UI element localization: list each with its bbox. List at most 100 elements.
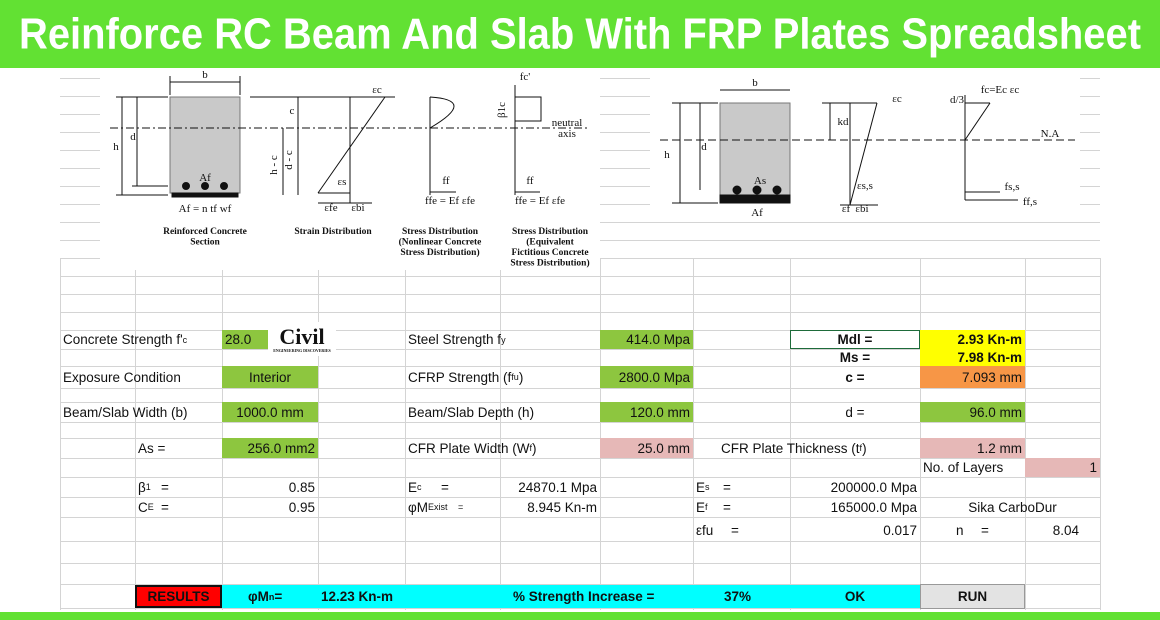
diagram-label: β1c xyxy=(496,102,508,118)
diagram-label: d/3 xyxy=(950,94,965,106)
diagram-label: (Nonlinear Concrete xyxy=(399,237,482,248)
input-cell: Interior xyxy=(222,366,318,388)
label-part: c xyxy=(417,482,422,492)
input-cell: 2800.0 Mpa xyxy=(600,366,693,388)
diagram-label: b xyxy=(752,77,758,89)
cell: n xyxy=(956,522,964,538)
diagram-label: h - c xyxy=(268,155,280,175)
diagram-label: d - c xyxy=(283,150,295,170)
diagram-label: εf xyxy=(842,203,851,215)
input-cell: 256.0 mm2 xyxy=(222,438,318,458)
cell: 165000.0 Mpa xyxy=(830,499,917,515)
diagram-label: d xyxy=(130,131,136,143)
title-banner xyxy=(0,0,1160,68)
output-cell: 7.98 Kn-m xyxy=(920,349,1025,366)
diagram-label: neutral xyxy=(552,117,583,129)
label-part: s xyxy=(705,482,710,492)
diagram-label: fc' xyxy=(520,71,531,83)
cell: d = xyxy=(845,404,865,420)
page-title: Reinforce RC Beam And Slab With FRP Plat… xyxy=(19,10,1141,59)
diagram-label: εc xyxy=(372,84,382,96)
cell: Sika CarboDur xyxy=(968,499,1057,515)
output-cell: 96.0 mm xyxy=(920,402,1025,422)
diagram-label: ffe = Ef εfe xyxy=(425,195,475,207)
cell: 0.017 xyxy=(883,522,917,538)
label-part: ) xyxy=(862,440,867,456)
diagram-label: Af xyxy=(751,207,763,219)
label-part: C xyxy=(138,499,148,515)
cell: φM n = xyxy=(245,585,315,608)
diagram-label: N.A xyxy=(1041,128,1060,140)
diagram-label: Strain Distribution xyxy=(294,227,372,237)
label-part: E xyxy=(408,479,418,495)
diagram-label: Af = n tf wf xyxy=(179,203,232,215)
label-part: E xyxy=(696,499,706,515)
cell: Beam/Slab Depth (h) xyxy=(408,404,535,420)
cell: 37% xyxy=(723,589,752,604)
cell: As = xyxy=(138,440,166,456)
diagram-label: Reinforced Concrete xyxy=(163,227,247,237)
cell: = xyxy=(981,522,989,538)
input-cell: 1000.0 mm xyxy=(222,402,318,422)
label-part: CFR Plate Width (W xyxy=(408,440,530,456)
input-cell: 1 xyxy=(1025,458,1100,477)
cell: CFR Plate Thickness (t f) xyxy=(718,438,920,458)
cell: CFR Plate Width (W f) xyxy=(405,438,600,458)
cell: 0.85 xyxy=(288,479,315,495)
label-part: f xyxy=(529,443,533,453)
label-part: β xyxy=(138,479,146,495)
input-cell: 120.0 mm xyxy=(600,402,693,422)
diagram-right xyxy=(650,78,1080,218)
label-part: fu xyxy=(511,372,519,382)
diagram-label: Stress Distribution xyxy=(512,227,589,237)
diagram-label: b xyxy=(202,69,208,81)
diagram-label: fc=Ec εc xyxy=(981,84,1020,96)
cell: = xyxy=(458,502,464,512)
diagram-label: Section xyxy=(190,238,220,248)
input-cell: 25.0 mm xyxy=(600,438,693,458)
cell: Mdl = xyxy=(790,330,920,349)
input-cell: 1.2 mm xyxy=(920,438,1025,458)
label-part: φM xyxy=(248,589,269,604)
cell: 24870.1 Mpa xyxy=(518,479,597,495)
label-part: Concrete Strength f' xyxy=(63,332,183,347)
label-part: E xyxy=(147,502,154,512)
label-part: f xyxy=(859,443,863,453)
label-part: ) xyxy=(518,369,524,385)
diagram-label: εc xyxy=(892,93,902,105)
diagram-label: ff xyxy=(442,175,449,187)
run-button[interactable]: RUN xyxy=(920,584,1025,609)
cell: 0.95 xyxy=(288,499,315,515)
cell: = xyxy=(731,522,739,538)
cell: % Strength Increase = xyxy=(513,589,655,604)
status: OK xyxy=(844,589,866,604)
cell: Ms = xyxy=(839,350,871,365)
output-cell: 7.093 mm xyxy=(920,366,1025,388)
label-part: 1 xyxy=(145,482,151,492)
label-part: E xyxy=(696,479,706,495)
cell: εfu xyxy=(696,522,714,538)
diagram-label: Stress Distribution) xyxy=(510,258,589,269)
diagram-label: Stress Distribution xyxy=(402,227,479,237)
diagram-label: εs xyxy=(338,176,347,188)
cell: Beam/Slab Width (b) xyxy=(63,404,188,420)
diagram-label: Fictitious Concrete xyxy=(511,248,588,258)
label-part: CFRP Strength (f xyxy=(408,369,512,385)
diagram-label: h xyxy=(664,149,670,161)
label-part: n xyxy=(268,591,275,602)
diagram-label: εbi xyxy=(855,203,868,215)
diagram-label: εbi xyxy=(351,202,364,214)
diagram-label: h xyxy=(113,141,119,153)
diagram-label: ffe = Ef εfe xyxy=(515,195,565,207)
cell: 8.945 Kn-m xyxy=(527,499,597,515)
label-part: y xyxy=(501,334,506,345)
cell: = xyxy=(723,499,731,515)
results-button[interactable]: RESULTS xyxy=(135,585,222,608)
